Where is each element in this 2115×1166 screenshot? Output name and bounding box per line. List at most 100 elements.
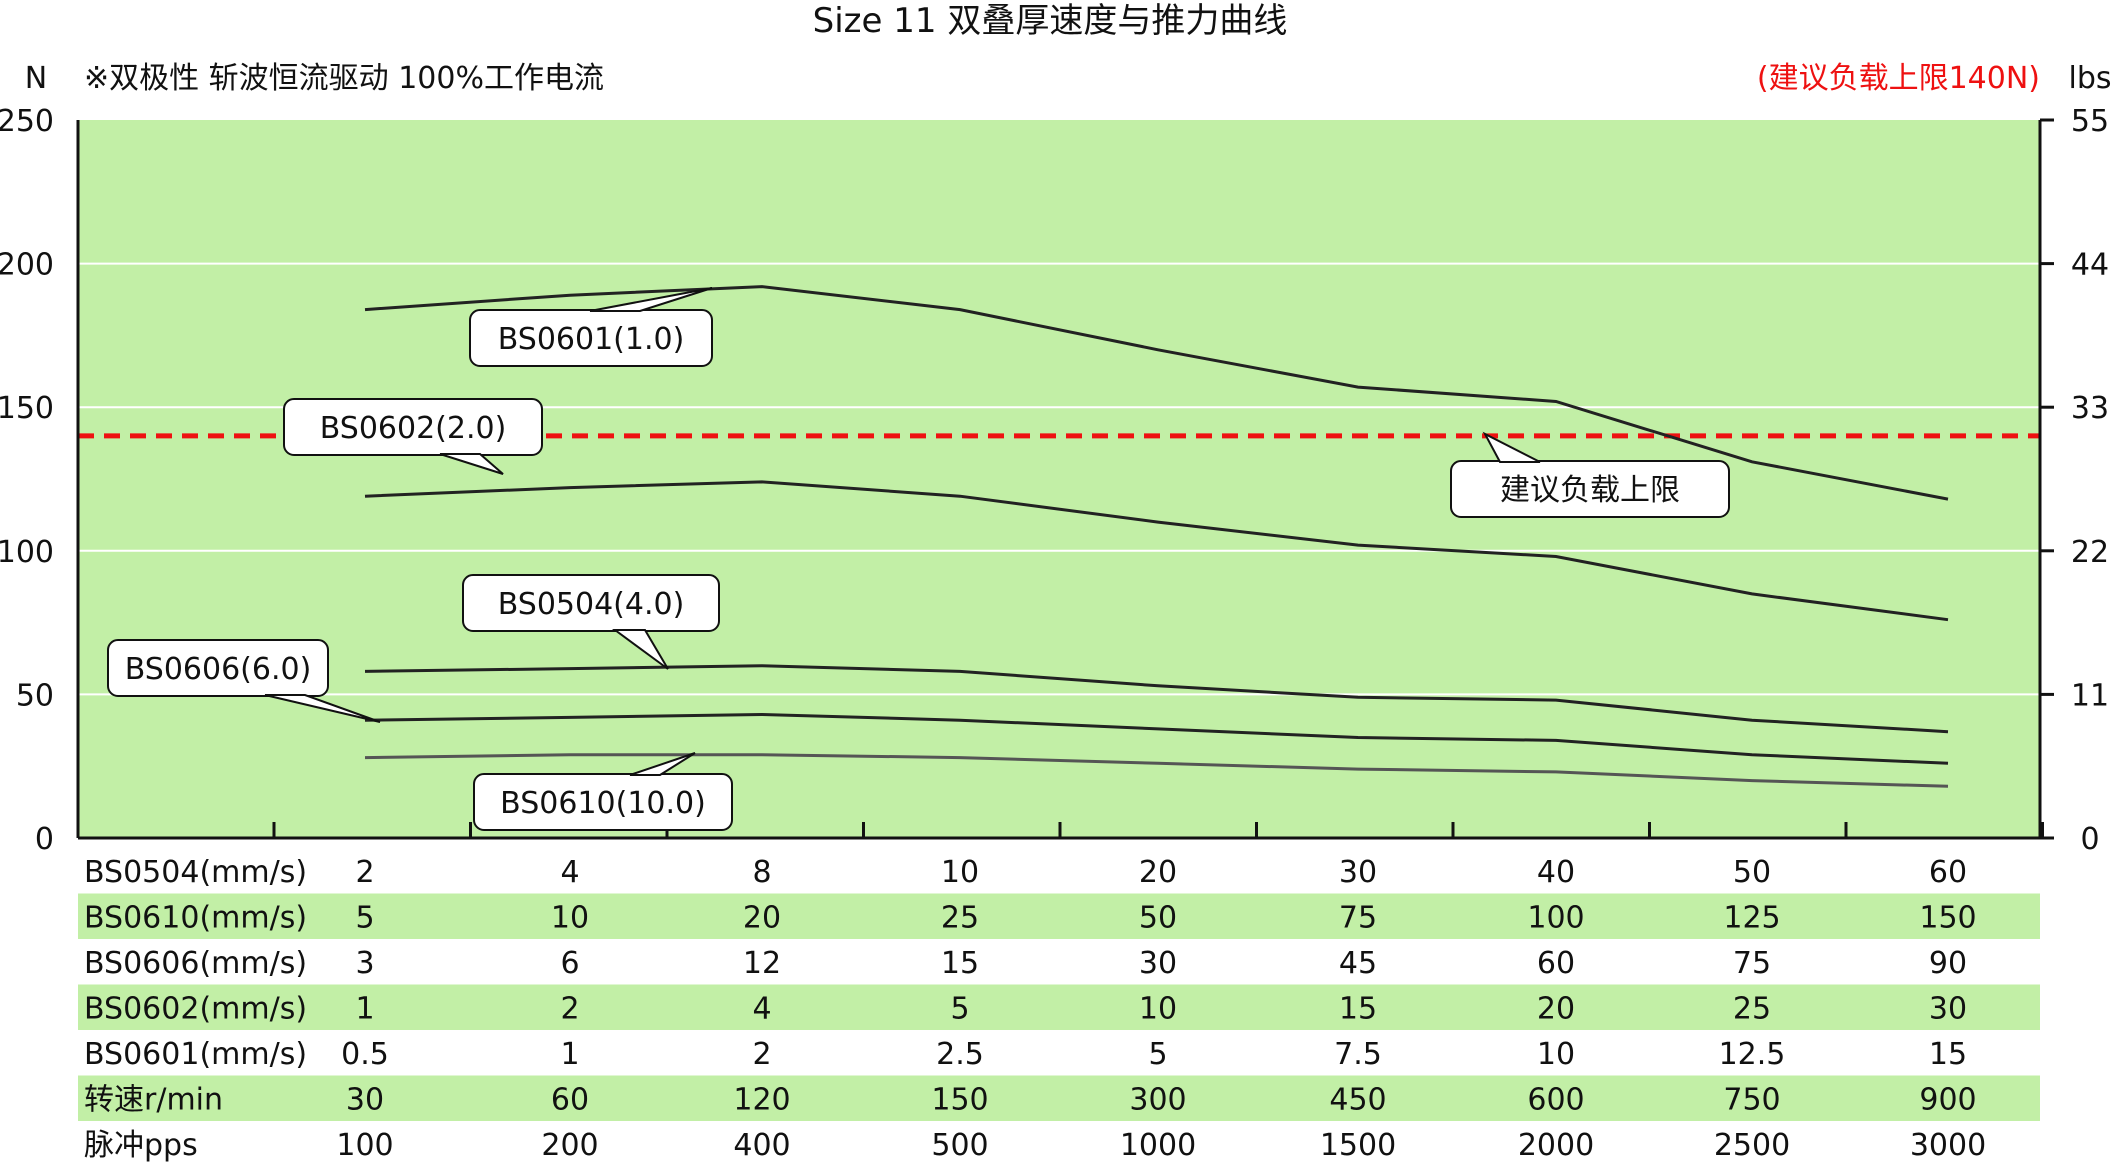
y-tick-label: 250 xyxy=(0,104,54,139)
table-cell: 75 xyxy=(1339,901,1377,936)
table-row-label: BS0601(mm/s) xyxy=(84,1037,307,1072)
table-cell: 25 xyxy=(1733,992,1771,1027)
table-row-label: BS0610(mm/s) xyxy=(84,901,307,936)
callout-limit: 建议负载上限 xyxy=(1450,431,1730,518)
callout-limit-text: 建议负载上限 xyxy=(1500,473,1680,508)
y2-tick-label: 55 xyxy=(2071,104,2109,139)
callout-bs0606-text: BS0606(6.0) xyxy=(125,652,312,687)
table-cell: 60 xyxy=(551,1083,589,1118)
table-row-label: BS0606(mm/s) xyxy=(84,946,307,981)
series-line-1 xyxy=(364,285,1949,501)
table-cell: 20 xyxy=(1139,855,1177,890)
table-cell: 40 xyxy=(1537,855,1575,890)
table-cell: 750 xyxy=(1723,1083,1780,1118)
y-axis-ticks: 0 0 50 11 100 22 150 33 200 44 250 55 xyxy=(0,104,2109,857)
table-cell: 600 xyxy=(1527,1083,1584,1118)
drive-note: ※双极性 斩波恒流驱动 100%工作电流 xyxy=(84,61,604,96)
table-row-band xyxy=(78,984,2040,1030)
table-cell: 15 xyxy=(1929,1037,1967,1072)
table-cell: 300 xyxy=(1129,1083,1186,1118)
table-cell: 8 xyxy=(752,855,771,890)
table-cell: 10 xyxy=(1537,1037,1575,1072)
table-cell: 200 xyxy=(541,1128,598,1163)
table-row-label: BS0602(mm/s) xyxy=(84,992,307,1027)
table-cell: 2 xyxy=(355,855,374,890)
plot-area xyxy=(78,120,2040,838)
table-cell: 3 xyxy=(355,946,374,981)
table-cell: 90 xyxy=(1929,946,1967,981)
series-line-4 xyxy=(364,712,1949,765)
table-row-band xyxy=(78,1075,2040,1121)
table-cell: 15 xyxy=(1339,992,1377,1027)
table-cell: 100 xyxy=(336,1128,393,1163)
table-cell: 4 xyxy=(752,992,771,1027)
table-cell: 1 xyxy=(560,1037,579,1072)
x-ticks xyxy=(272,822,2044,838)
table-cell: 30 xyxy=(1339,855,1377,890)
table-cell: 25 xyxy=(941,901,979,936)
table-cell: 5 xyxy=(355,901,374,936)
table-cell: 150 xyxy=(1919,901,1976,936)
callouts: BS0601(1.0) BS0602(2.0) BS0504(4.0) BS06… xyxy=(107,287,1730,831)
table-cell: 12.5 xyxy=(1719,1037,1786,1072)
table-cell: 0.5 xyxy=(341,1037,389,1072)
table-cell: 7.5 xyxy=(1334,1037,1382,1072)
table-cell: 10 xyxy=(1139,992,1177,1027)
table-cell: 60 xyxy=(1929,855,1967,890)
table-cell: 900 xyxy=(1919,1083,1976,1118)
table-cell: 125 xyxy=(1723,901,1780,936)
left-unit-label: N xyxy=(25,61,47,96)
table-row-label: BS0504(mm/s) xyxy=(84,855,307,890)
y-tick-label: 200 xyxy=(0,248,54,283)
table-cell: 500 xyxy=(931,1128,988,1163)
table-cell: 4 xyxy=(560,855,579,890)
callout-bs0610: BS0610(10.0) xyxy=(473,752,733,831)
callout-bs0504: BS0504(4.0) xyxy=(462,574,720,670)
speed-table: BS0504(mm/s) 2 4 8 10 20 30 40 50 60 BS0610(mm/s) 5… xyxy=(78,855,2040,1163)
table-cell: 1500 xyxy=(1320,1128,1396,1163)
limit-note: (建议负载上限140N) xyxy=(1757,61,2040,96)
y2-tick-label: 33 xyxy=(2071,391,2109,426)
table-cell: 1 xyxy=(355,992,374,1027)
table-cell: 100 xyxy=(1527,901,1584,936)
table-cell: 10 xyxy=(551,901,589,936)
table-cell: 120 xyxy=(733,1083,790,1118)
table-cell: 50 xyxy=(1733,855,1771,890)
callout-bs0601-text: BS0601(1.0) xyxy=(498,322,685,357)
callout-bs0602: BS0602(2.0) xyxy=(283,398,543,475)
table-row-label: 脉冲pps xyxy=(84,1128,198,1163)
callout-bs0504-text: BS0504(4.0) xyxy=(498,587,685,622)
right-unit-label: lbs xyxy=(2068,61,2111,96)
table-cell: 15 xyxy=(941,946,979,981)
series-line-2 xyxy=(364,480,1949,622)
y2-tick-label: 22 xyxy=(2071,535,2109,570)
callout-bs0601: BS0601(1.0) xyxy=(469,287,713,367)
y2-tick-label: 0 xyxy=(2080,822,2099,857)
table-cell: 12 xyxy=(743,946,781,981)
table-cell: 45 xyxy=(1339,946,1377,981)
series-lines xyxy=(364,285,1949,788)
callout-bs0602-text: BS0602(2.0) xyxy=(320,411,507,446)
table-cell: 2000 xyxy=(1518,1128,1594,1163)
callout-bs0606: BS0606(6.0) xyxy=(107,639,381,723)
table-row-band xyxy=(78,893,2040,939)
series-line-5 xyxy=(364,753,1949,788)
y-tick-label: 50 xyxy=(16,678,54,713)
table-row-label: 转速r/min xyxy=(84,1083,223,1118)
table-cell: 20 xyxy=(743,901,781,936)
table-cell: 2500 xyxy=(1714,1128,1790,1163)
table-cell: 50 xyxy=(1139,901,1177,936)
table-cell: 400 xyxy=(733,1128,790,1163)
table-cell: 450 xyxy=(1329,1083,1386,1118)
table-cell: 30 xyxy=(1139,946,1177,981)
y-tick-label: 100 xyxy=(0,535,54,570)
table-cell: 30 xyxy=(1929,992,1967,1027)
table-cell: 75 xyxy=(1733,946,1771,981)
table-cell: 20 xyxy=(1537,992,1575,1027)
chart-title: Size 11 双叠厚速度与推力曲线 xyxy=(813,1,1288,41)
y-tick-label: 0 xyxy=(35,822,54,857)
table-cell: 6 xyxy=(560,946,579,981)
table-cell: 2.5 xyxy=(936,1037,984,1072)
table-cell: 60 xyxy=(1537,946,1575,981)
